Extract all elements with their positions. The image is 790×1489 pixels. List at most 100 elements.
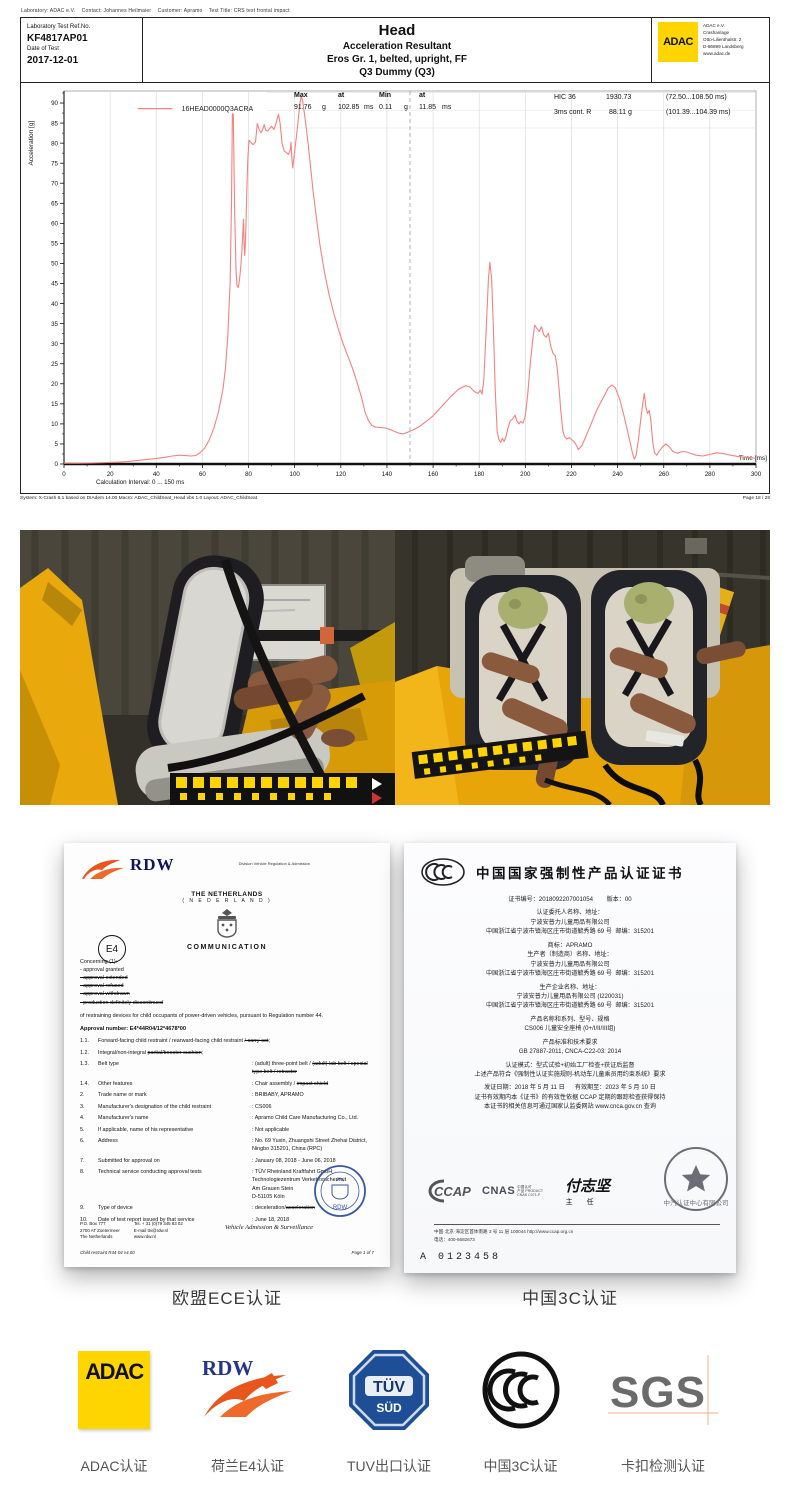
svg-text:中汽认证中心有限公司: 中汽认证中心有限公司 bbox=[664, 1198, 729, 1207]
report-subtitle-3: Q3 Dummy (Q3) bbox=[359, 67, 435, 78]
caption-ece-certification: 欧盟ECE认证 bbox=[172, 1289, 282, 1308]
adac-test-report: Laboratory: ADAC e.V. Contact: Johannes … bbox=[20, 8, 770, 501]
x-tick-label: 240 bbox=[612, 471, 623, 478]
ccc-certificate: 中国国家强制性产品认证证书 证书编号：2018092207001054 版本：0… bbox=[404, 843, 736, 1273]
y-axis-title: Acceleration [g] bbox=[28, 121, 35, 166]
ece-option-line: - approval extended bbox=[80, 975, 128, 982]
ccc-line: 生产企业名称、地址： bbox=[539, 983, 601, 991]
y-tick-label: 70 bbox=[51, 180, 58, 187]
report-subtitle-1: Acceleration Resultant bbox=[342, 41, 452, 52]
ece-option-line: - production definitely discontinued bbox=[80, 999, 164, 1006]
badge-ccc-label: 中国3C认证 bbox=[483, 1458, 558, 1474]
adac-address-line: ADAC e.V. bbox=[703, 23, 725, 28]
y-tick-label: 80 bbox=[51, 140, 58, 147]
rdw-wing-icon bbox=[82, 859, 124, 879]
x-tick-label: 20 bbox=[107, 471, 114, 478]
ccc-line: 证书有效期内本《证书》的有效性依据 CCAP 定期的跟踪检查获得保持 bbox=[474, 1093, 666, 1101]
x-tick-label: 120 bbox=[336, 471, 347, 478]
x-tick-label: 300 bbox=[751, 471, 762, 478]
crash-test-photos bbox=[20, 530, 770, 805]
ccc-body-lines: 证书编号：2018092207001054 版本：00 认证委托人名称、地址： 宁波… bbox=[420, 895, 720, 1112]
ccc-line: 宁波安普力儿童用品有限公司 bbox=[530, 918, 610, 926]
y-tick-label: 0 bbox=[55, 461, 59, 468]
svg-text:RDW: RDW bbox=[333, 1205, 348, 1211]
ece-item: 1.4. Other features: Chair assembly / imp… bbox=[80, 1080, 329, 1087]
badge-rdw-label: 荷兰E4认证 bbox=[210, 1458, 285, 1474]
x-tick-label: 100 bbox=[290, 471, 301, 478]
ref-label: Laboratory Test Ref.No. bbox=[27, 24, 91, 30]
y-tick-label: 35 bbox=[51, 321, 58, 328]
ccc-marks-row: CCAP CNAS 中国认可 产品 PRODUCT CNAS C071-P 付志… bbox=[418, 1175, 722, 1207]
ece-concerning: Concerning (1): bbox=[80, 959, 118, 965]
ece-item: 5. If applicable, name of his representat… bbox=[80, 1126, 290, 1133]
head-acceleration-chart: 0 5 10 15 20 25 30 35 40 45 50 55 60 65 70 75 80 85 90 0 20 4… bbox=[20, 83, 770, 494]
svg-text:CCAP: CCAP bbox=[434, 1184, 471, 1199]
acceleration-curve bbox=[64, 95, 757, 464]
badge-rdw: RDW 荷兰E4认证 bbox=[198, 1348, 298, 1476]
ccap-logo-icon: CCAP bbox=[428, 1179, 471, 1203]
y-tick-label: 75 bbox=[51, 160, 58, 167]
adac-address-line: www.adac.de bbox=[703, 50, 731, 56]
ccc-line: 产品标准和技术要求 bbox=[542, 1038, 598, 1046]
ccc-footer-line2: 电话：400-6682673 bbox=[434, 1236, 475, 1242]
ece-item: 7. Submitted for approval on: January 08,… bbox=[80, 1157, 336, 1164]
svg-text:TÜV: TÜV bbox=[373, 1377, 405, 1396]
badge-sgs: SGS 卡扣检测认证 bbox=[608, 1348, 718, 1476]
cnas-sub-text: 中国认可 产品 PRODUCT CNAS C071-P bbox=[517, 1184, 544, 1198]
certification-badges: ADAC ADAC认证 RDW 荷兰E4认证 TÜV SÜD TUV出口认证 bbox=[78, 1348, 718, 1476]
report-system-line: System: X-Crash 6.1 based on DIAdem 14.0… bbox=[20, 496, 258, 501]
ccc-line: 中国浙江省宁波市镇海区庄市街道毓秀路 69 号 邮编：315201 bbox=[486, 1002, 654, 1010]
cnas-logo-text: CNAS bbox=[482, 1185, 516, 1197]
photo-right-illustration bbox=[395, 530, 770, 805]
x-tick-label: 0 bbox=[62, 471, 66, 478]
ece-approval-options: - approval granted - approval extended - a… bbox=[80, 966, 374, 1007]
rdw-logo-text: RDW bbox=[130, 855, 175, 874]
ece-item: 3. Manufacturer's designation of the chil… bbox=[80, 1103, 272, 1110]
x-tick-label: 200 bbox=[520, 471, 531, 478]
rdw-division-text: Division Vehicle Regulation & Admission bbox=[238, 861, 310, 866]
y-tick-label: 85 bbox=[51, 120, 58, 127]
x-tick-label: 140 bbox=[382, 471, 393, 478]
ccc-line: GB 27887-2011, CNCA-C22-03: 2014 bbox=[518, 1048, 622, 1056]
ece-footer-center: Vehicle Admission & Surveillance bbox=[224, 1224, 313, 1232]
ece-item: 2. Trade name or mark: BRIBABY, APRAMO bbox=[80, 1092, 304, 1099]
ccc-line: 发证日期：2018 年 5 月 11 日 有效期至：2023 年 5 月 10 … bbox=[484, 1084, 656, 1092]
y-tick-label: 30 bbox=[51, 341, 58, 348]
y-tick-label: 60 bbox=[51, 221, 58, 228]
ece-item: 1.3. Belt type: (adult) three-point belt … bbox=[80, 1061, 368, 1076]
e4-approval-mark: E4 bbox=[98, 935, 126, 963]
ccc-line: 证书编号：2018092207001054 版本：00 bbox=[508, 896, 632, 903]
ece-items-list: 1.1. Forward-facing child restraint / rea… bbox=[80, 1037, 374, 1224]
badge-tuv-label: TUV出口认证 bbox=[347, 1458, 431, 1474]
ccc-line: 中国浙江省宁波市镇海区庄市街道毓秀路 69 号 邮编：315201 bbox=[486, 970, 654, 978]
y-tick-label: 5 bbox=[55, 441, 59, 448]
tuv-badge-icon: TÜV SÜD bbox=[349, 1350, 429, 1430]
ece-option-line: - approval withdrawn bbox=[80, 991, 130, 998]
report-footer: System: X-Crash 6.1 based on DIAdem 14.0… bbox=[20, 496, 770, 501]
report-title-block: Head Acceleration Resultant Eros Gr. 1, … bbox=[143, 18, 651, 82]
ref-number: KF4817AP01 bbox=[27, 33, 88, 44]
test-date: 2017-12-01 bbox=[27, 55, 79, 66]
report-subtitle-2: Eros Gr. 1, belted, upright, FF bbox=[326, 54, 467, 65]
report-ref-block: Laboratory Test Ref.No. KF4817AP01 Date … bbox=[21, 18, 143, 82]
y-tick-label: 90 bbox=[51, 100, 58, 107]
ccc-signature: 付志坚 bbox=[565, 1179, 611, 1195]
ccc-signer-title: 主 任 bbox=[565, 1199, 600, 1206]
y-tick-label: 65 bbox=[51, 201, 58, 208]
ece-communication-heading: COMMUNICATION bbox=[186, 944, 268, 951]
svg-text:RDW: RDW bbox=[202, 1356, 253, 1380]
ece-page-number: Page 1 of 7 bbox=[351, 1250, 374, 1255]
child-seat-2 bbox=[591, 570, 746, 765]
ece-item: 4. Manufacturer's name: Apramo Child Care… bbox=[80, 1115, 359, 1122]
rdw-stamp-icon: RDW bbox=[314, 1165, 366, 1217]
badge-ccc: 中国3C认证 bbox=[481, 1348, 561, 1476]
x-tick-label: 180 bbox=[474, 471, 485, 478]
photo-left-illustration bbox=[20, 530, 395, 805]
adac-badge-icon: ADAC bbox=[78, 1351, 150, 1429]
adac-logo: ADAC bbox=[658, 22, 698, 62]
svg-text:SÜD: SÜD bbox=[376, 1400, 402, 1415]
y-tick-label: 10 bbox=[51, 421, 58, 428]
ccc-line: 认证委托人名称、地址： bbox=[536, 909, 604, 917]
badge-adac: ADAC ADAC认证 bbox=[78, 1348, 150, 1476]
ccc-footer-line1: 中国·北京·海淀区首体南路 3 号 11 层 100044 http://www… bbox=[434, 1229, 574, 1235]
